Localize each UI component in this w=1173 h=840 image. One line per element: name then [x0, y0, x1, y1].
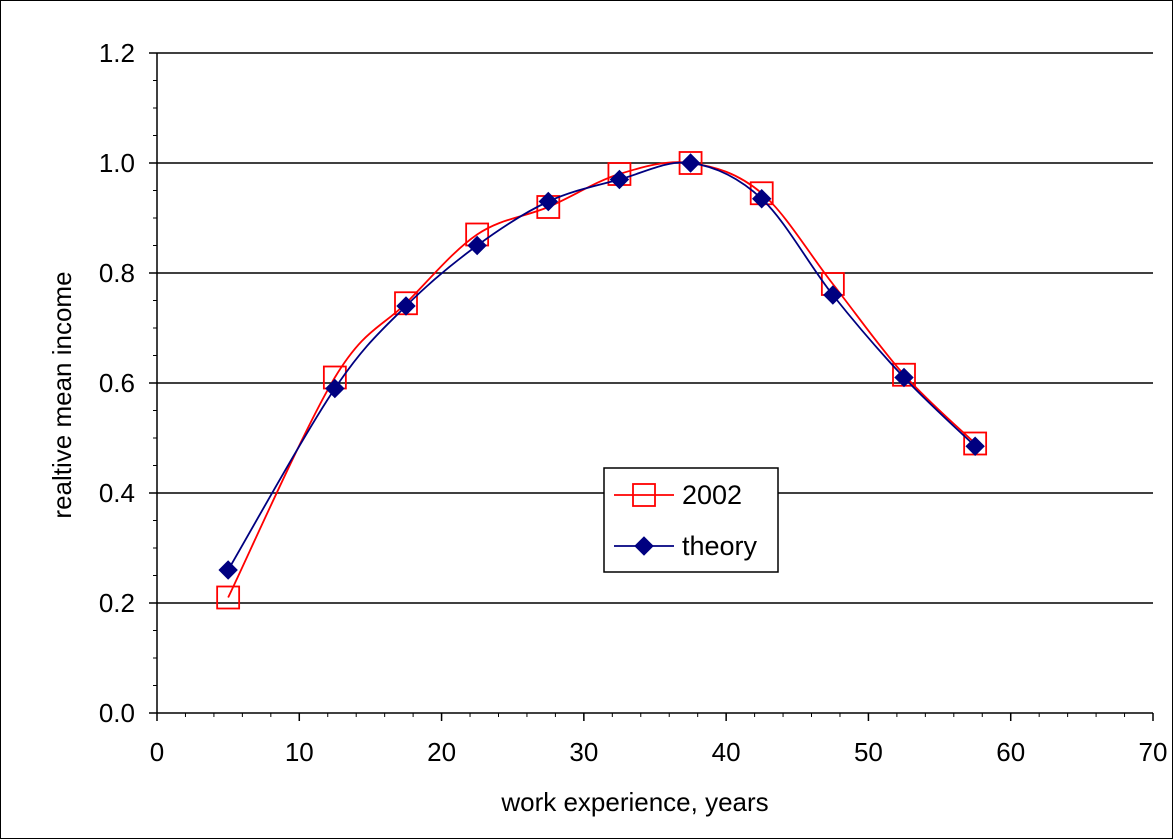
x-axis-label: work experience, years: [500, 787, 768, 817]
legend-swatch-marker: [632, 483, 656, 507]
y-tick-label: 1.2: [99, 38, 135, 68]
y-axis-label: realtive mean income: [47, 271, 77, 518]
data-point-theory: [894, 367, 914, 388]
x-tick-label: 0: [150, 737, 164, 767]
x-tick-label: 40: [712, 737, 741, 767]
data-point-theory: [538, 191, 558, 212]
series-line-theory: [227, 161, 976, 571]
data-point-theory: [752, 189, 772, 209]
data-point-theory: [396, 296, 416, 316]
y-tick-label: 0.6: [99, 368, 135, 398]
x-tick-label: 20: [427, 737, 456, 767]
x-tick-label: 50: [854, 737, 883, 767]
y-tick-label: 0.0: [99, 698, 135, 728]
y-tick-label: 0.2: [99, 588, 135, 618]
y-tick-label: 0.8: [99, 258, 135, 288]
data-point-theory: [965, 436, 985, 456]
data-point-theory: [218, 560, 238, 580]
data-point-theory: [680, 153, 701, 173]
legend-label: theory: [682, 531, 758, 561]
y-tick-label: 1.0: [99, 148, 135, 178]
x-tick-label: 60: [996, 737, 1025, 767]
data-point-theory: [467, 235, 487, 256]
data-point-2002: [216, 585, 241, 610]
x-tick-label: 10: [285, 737, 314, 767]
x-tick-label: 70: [1139, 737, 1168, 767]
x-tick-label: 30: [569, 737, 598, 767]
y-tick-label: 0.4: [99, 478, 135, 508]
data-point-theory: [325, 378, 345, 399]
data-point-theory: [609, 169, 630, 190]
legend-swatch-marker: [634, 536, 654, 556]
legend-label: 2002: [682, 480, 742, 510]
data-point-theory: [823, 285, 843, 305]
